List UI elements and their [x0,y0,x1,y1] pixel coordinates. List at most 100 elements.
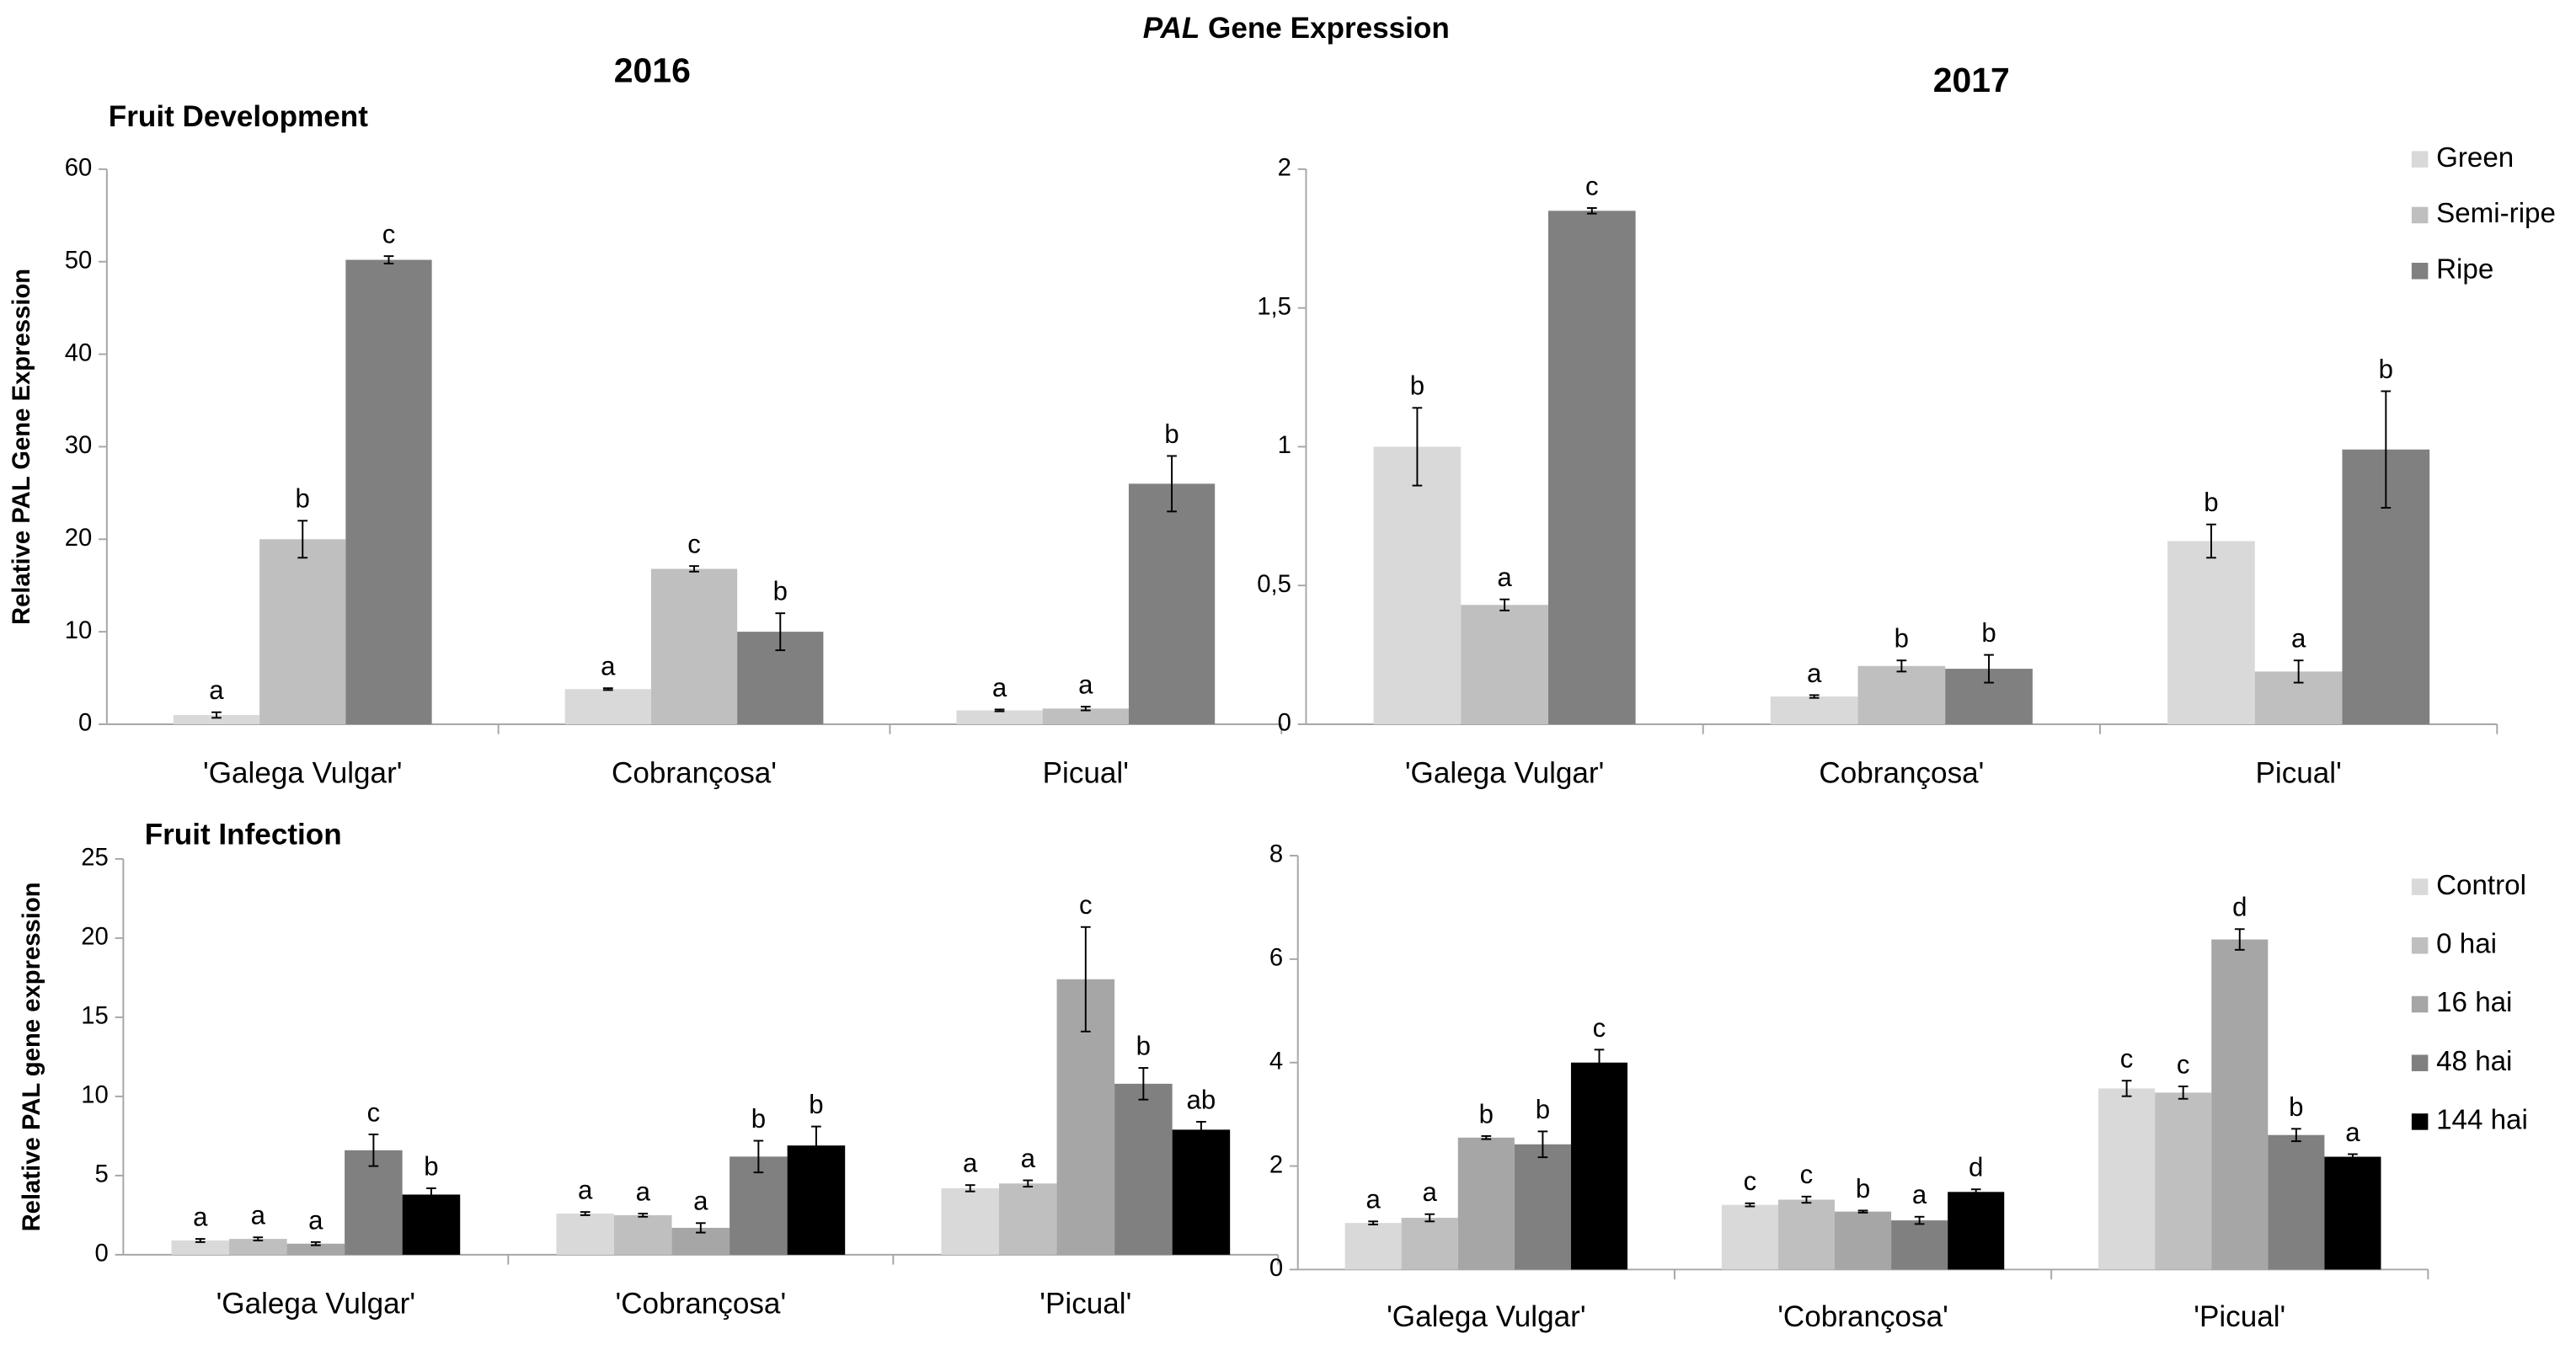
significance-letter: a [193,1202,208,1231]
significance-letter: c [2177,1049,2190,1079]
legend-swatch [2411,995,2429,1013]
error-bar [1745,1202,1756,1208]
bar [1042,708,1129,725]
legend-swatch [2411,151,2429,168]
bar [1461,605,1548,725]
significance-letter: b [809,1090,823,1119]
bar [259,539,346,725]
y-tick-label: 25 [81,845,109,872]
bar [1777,1199,1836,1270]
legend-label: 0 hai [2436,929,2497,960]
error-bar [311,1241,321,1246]
error-bar [1167,455,1177,513]
error-bar [2206,523,2216,559]
legend-label: 144 hai [2436,1105,2528,1136]
bar [1770,696,1858,725]
error-bar [689,565,699,573]
bar [2268,1134,2325,1270]
y-tick-label: 60 [65,155,93,182]
error-bar [1586,207,1597,215]
chart-subtitle: Fruit Infection [145,818,342,851]
significance-letter: a [578,1176,593,1205]
bar [1373,446,1462,725]
error-bar [1368,1220,1378,1225]
significance-letter: b [1479,1099,1494,1129]
legend-swatch [2411,206,2429,224]
significance-letter: c [1800,1160,1814,1189]
significance-letter: b [751,1104,766,1134]
error-bar [1080,706,1091,712]
bar [1835,1211,1892,1270]
significance-letter: b [296,484,310,514]
y-axis-label: Relative PAL gene expression [19,882,45,1231]
significance-letter: a [1497,563,1512,592]
bar [345,1150,403,1255]
error-bar [1481,1134,1492,1140]
chart-title: 2017 [1933,61,2010,99]
bar [1514,1144,1571,1270]
error-bar [211,711,222,719]
significance-letter: b [1136,1031,1151,1060]
y-tick-label: 4 [1269,1048,1283,1075]
error-bar [368,1134,379,1167]
bar [286,1243,345,1255]
title-rest: Gene Expression [1208,12,1450,45]
legend-swatch [2411,263,2429,280]
significance-letter: ab [1187,1085,1216,1114]
bar [173,715,260,725]
bar [941,1187,999,1255]
significance-letter: a [1021,1144,1036,1173]
title-italic: PAL [1143,12,1200,45]
error-bar [811,1125,821,1166]
x-tick-label: 'Cobrançosa' [1777,1300,1948,1333]
significance-letter: c [382,220,396,249]
error-bar [1970,1188,1981,1196]
error-bar [2178,1086,2189,1100]
legend-label: Semi-ripe [2436,198,2556,229]
bar [2324,1156,2381,1270]
y-tick-label: 40 [65,339,93,366]
legend-label: Control [2436,870,2526,901]
significance-letter: b [1410,371,1424,401]
y-tick-label: 0 [78,710,92,737]
error-bar [253,1236,264,1241]
y-tick-label: 30 [65,432,93,459]
y-axis-label: Relative PAL Gene Expression [8,269,35,625]
legend-swatch [2411,1054,2429,1071]
bar [229,1239,287,1255]
x-tick-label: Picual' [1043,757,1129,790]
error-bar [775,612,786,652]
bar [2167,541,2255,725]
y-tick-label: 1 [1278,432,1291,459]
legend-swatch [2411,878,2429,895]
bar [1857,665,1946,725]
y-tick-label: 0 [1278,710,1291,737]
bar [2098,1088,2156,1270]
error-bar [1594,1049,1605,1077]
error-bar [1984,654,1994,684]
significance-letter: c [687,530,701,559]
bar [345,259,432,725]
significance-letter: a [992,673,1007,702]
error-bar [2348,1153,2358,1161]
error-bar [426,1187,436,1202]
error-bar [2291,1128,2301,1143]
significance-letter: d [1969,1153,1983,1182]
significance-letter: c [1744,1166,1757,1196]
significance-letter: c [2120,1044,2134,1074]
bar [556,1214,615,1255]
error-bar [1537,1130,1548,1159]
legend-label: Ripe [2436,254,2493,285]
y-tick-label: 15 [81,1003,109,1030]
significance-letter: a [2345,1118,2360,1147]
error-bar [1424,1213,1435,1223]
bar [2155,1092,2212,1270]
significance-letter: a [636,1177,651,1206]
figure-title: PAL Gene Expression [1143,12,1450,45]
bar [1114,1083,1173,1255]
bar [650,568,738,725]
error-bar [1412,407,1423,487]
legend-label: 48 hai [2436,1046,2512,1077]
error-bar [1801,1195,1812,1204]
